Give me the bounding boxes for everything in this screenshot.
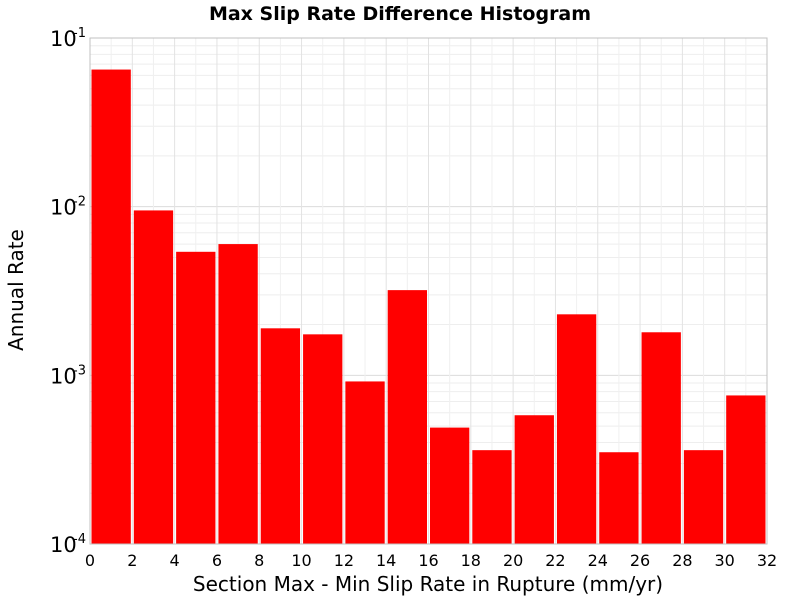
y-tick-label: 10-4 bbox=[50, 532, 86, 557]
y-axis-label: Annual Rate bbox=[4, 229, 28, 351]
y-tick-exponent: -1 bbox=[73, 26, 86, 41]
bar bbox=[430, 427, 470, 544]
bar bbox=[641, 332, 681, 544]
x-tick-label: 8 bbox=[254, 551, 264, 570]
x-tick-labels: 0 2 4 6 8 10 12 14 16 18 20 22 24 26 28 30 32 bbox=[85, 551, 777, 570]
bar bbox=[556, 314, 597, 544]
x-tick-label: 10 bbox=[291, 551, 311, 570]
y-tick-exponent: -2 bbox=[73, 195, 86, 210]
x-tick-label: 22 bbox=[545, 551, 565, 570]
x-tick-label: 6 bbox=[212, 551, 222, 570]
bar bbox=[599, 452, 639, 544]
plot-frame bbox=[89, 37, 768, 545]
y-tick-base: 10 bbox=[50, 364, 77, 388]
y-tick-label: 10-3 bbox=[50, 363, 86, 388]
bar bbox=[303, 334, 343, 544]
y-tick-label: 10-1 bbox=[50, 26, 86, 51]
x-tick-label: 28 bbox=[672, 551, 692, 570]
bar bbox=[472, 450, 512, 544]
bars bbox=[91, 69, 766, 545]
bar bbox=[345, 381, 385, 544]
bar bbox=[387, 290, 427, 544]
bar bbox=[726, 395, 766, 544]
bar bbox=[218, 244, 258, 545]
bar bbox=[683, 450, 724, 544]
x-tick-label: 18 bbox=[461, 551, 481, 570]
x-tick-label: 30 bbox=[715, 551, 735, 570]
x-tick-label: 16 bbox=[418, 551, 438, 570]
x-tick-label: 24 bbox=[588, 551, 608, 570]
x-axis-label: Section Max - Min Slip Rate in Rupture (… bbox=[193, 572, 663, 596]
x-tick-label: 0 bbox=[85, 551, 95, 570]
x-tick-label: 20 bbox=[503, 551, 523, 570]
y-tick-base: 10 bbox=[50, 196, 77, 220]
bar bbox=[514, 415, 554, 544]
x-tick-label: 12 bbox=[334, 551, 354, 570]
y-tick-exponent: -3 bbox=[73, 363, 86, 378]
bar bbox=[176, 251, 216, 544]
bar bbox=[91, 69, 131, 544]
y-tick-exponent: -4 bbox=[73, 532, 86, 547]
x-tick-label: 14 bbox=[376, 551, 396, 570]
x-tick-label: 26 bbox=[630, 551, 650, 570]
y-tick-label: 10-2 bbox=[50, 195, 86, 220]
y-tick-labels: 10-110-210-310-4 bbox=[50, 26, 86, 557]
chart-title: Max Slip Rate Difference Histogram bbox=[209, 3, 591, 25]
x-tick-label: 4 bbox=[170, 551, 180, 570]
x-tick-label: 2 bbox=[127, 551, 137, 570]
x-tick-label: 32 bbox=[757, 551, 777, 570]
y-tick-base: 10 bbox=[50, 27, 77, 51]
bar bbox=[260, 328, 301, 544]
bar bbox=[133, 210, 174, 544]
y-tick-base: 10 bbox=[50, 533, 77, 557]
